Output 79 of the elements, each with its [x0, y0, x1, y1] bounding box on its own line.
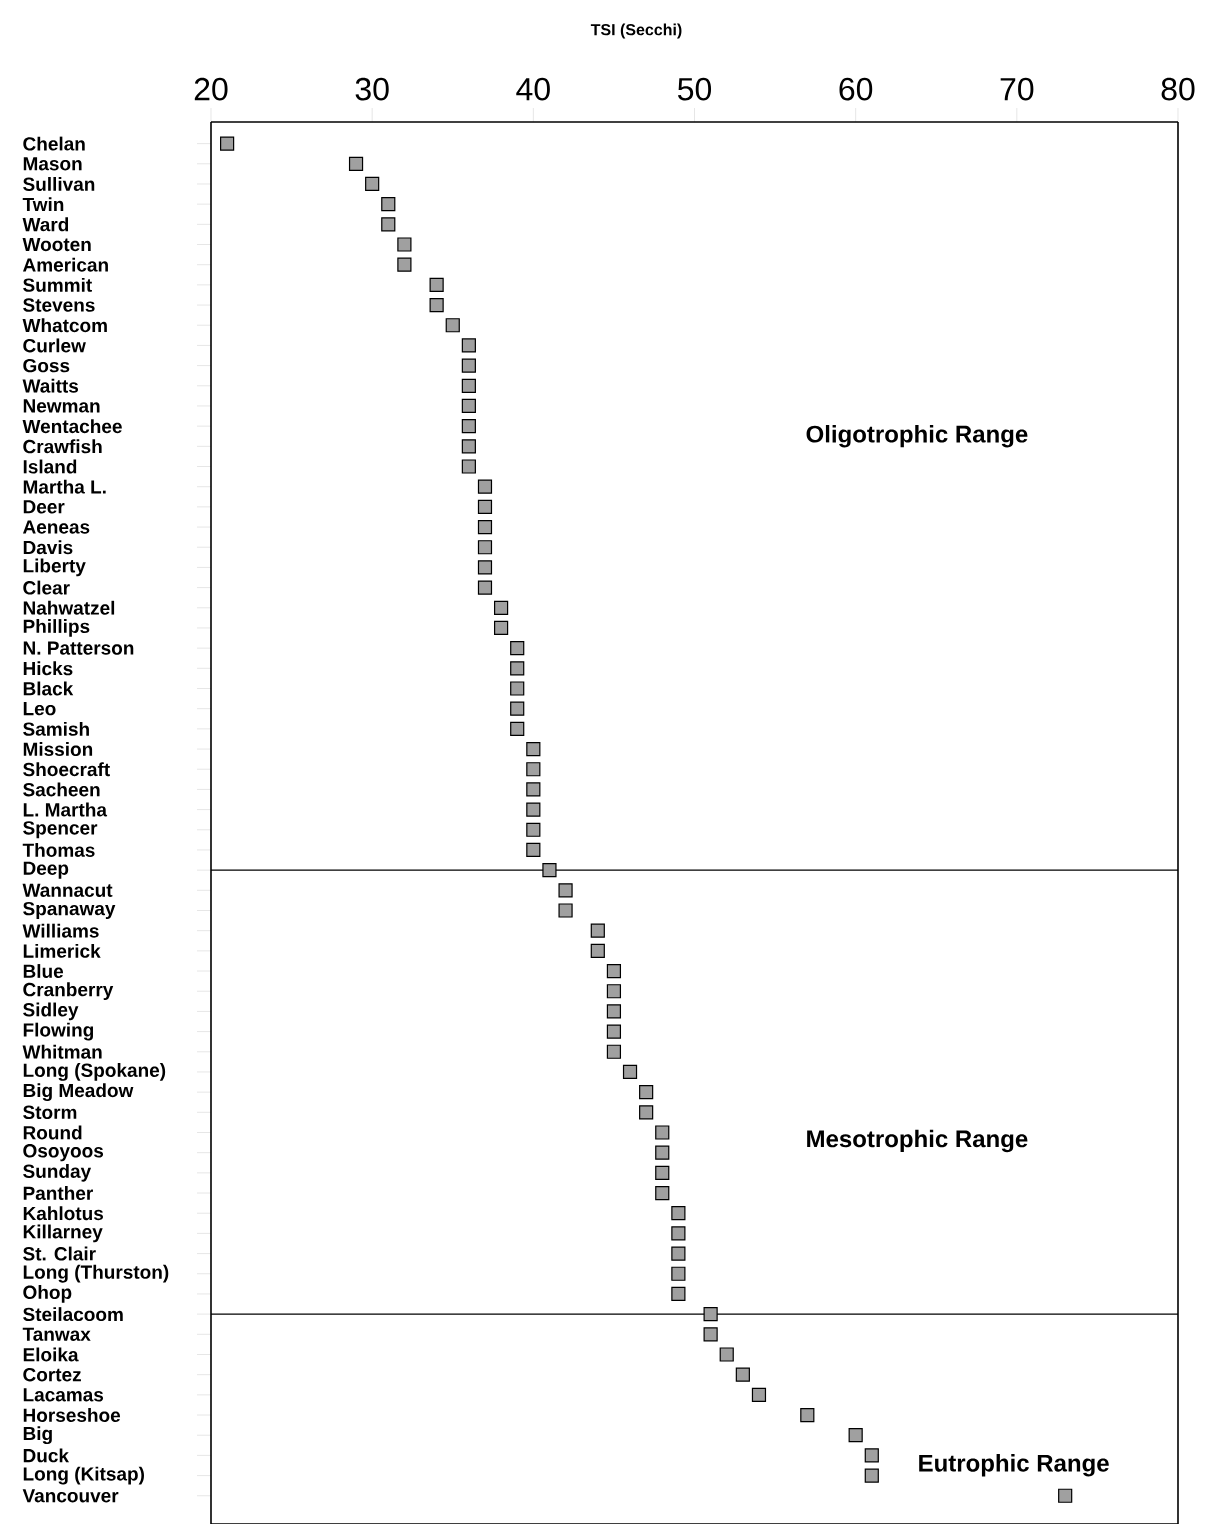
x-tick-label: 30 [355, 77, 389, 101]
y-tick-label: Deep [23, 861, 69, 879]
y-tick-label: Spanaway [23, 901, 116, 920]
y-tick-label: Hicks [23, 661, 73, 676]
y-tick-label: Cranberry [23, 982, 114, 1001]
y-tick-label: Long (Spokane) [23, 1063, 166, 1081]
y-tick-label: Whatcom [22, 318, 107, 333]
y-tick-label: Steilacoom [23, 1307, 123, 1322]
y-tick-label: Blue [23, 964, 64, 979]
y-tick-label: Big [23, 1426, 52, 1445]
y-tick-label: Wooten [22, 237, 91, 252]
y-tick-label: Big Meadow [23, 1083, 134, 1102]
y-tick-label: Duck [23, 1448, 70, 1463]
y-tick-label: Limerick [23, 943, 101, 958]
y-tick-label: Sidley [23, 1002, 79, 1021]
y-tick-label: Spencer [23, 821, 98, 839]
y-tick-label: Horseshoe [23, 1408, 121, 1423]
y-tick-label: L. Martha [23, 802, 108, 817]
y-tick-label: Cortez [23, 1367, 81, 1382]
y-tick-label: Newman [23, 399, 100, 413]
y-tick-label: Ward [22, 217, 69, 232]
y-tick-label: Summit [23, 277, 92, 292]
y-tick-label: Shoecraft [23, 762, 110, 777]
y-tick-label: Sacheen [23, 782, 100, 797]
x-tick-label: 40 [516, 77, 550, 101]
y-tick-label: Lacamas [23, 1388, 104, 1402]
y-tick-label: Martha L. [23, 479, 106, 494]
y-tick-label: Kahlotus [23, 1206, 104, 1221]
y-tick-label: Deer [23, 500, 65, 514]
y-tick-label: Crawfish [23, 439, 102, 454]
y-tick-label: St. Clair [23, 1246, 96, 1261]
y-tick-label: Phillips [23, 619, 90, 637]
y-tick-label: Mission [23, 742, 93, 757]
y-tick-label: Panther [23, 1186, 93, 1201]
y-tick-label: Goss [23, 358, 70, 373]
y-tick-label: Davis [23, 540, 73, 555]
y-tick-label: Vancouver [22, 1489, 119, 1503]
y-tick-label: Long (Thurston) [23, 1264, 169, 1283]
y-tick-label: Ohop [23, 1285, 72, 1303]
y-tick-label: Chelan [23, 136, 85, 151]
y-tick-label: Sunday [23, 1164, 92, 1182]
y-tick-label: Flowing [23, 1022, 94, 1041]
annotation: Mesotrophic Range [807, 1129, 1028, 1153]
y-tick-label: Twin [22, 197, 64, 212]
y-tick-label: N. Patterson [23, 641, 134, 655]
y-tick-label: Samish [23, 721, 89, 736]
y-tick-label: American [23, 257, 108, 272]
y-tick-label: Long (Kitsap) [23, 1466, 144, 1485]
y-tick-label: Mason [23, 157, 82, 171]
y-tick-label: Whitman [22, 1044, 102, 1059]
y-tick-label: Thomas [22, 842, 95, 857]
x-tick-label: 50 [677, 77, 712, 101]
y-tick-label: Tanwax [22, 1327, 91, 1341]
y-tick-label: Killarney [23, 1224, 103, 1243]
y-tick-label: Island [23, 459, 77, 474]
y-tick-label: Liberty [23, 558, 86, 577]
x-axis-title: TSI (Secchi) [590, 23, 682, 39]
y-tick-label: Aeneas [23, 520, 90, 534]
y-tick-label: Wannacut [22, 883, 113, 897]
x-tick-label: 20 [194, 77, 228, 101]
y-tick-label: Stevens [23, 298, 95, 312]
y-tick-label: Osoyoos [23, 1144, 104, 1162]
x-tick-label: 80 [1161, 77, 1195, 101]
y-tick-label: Sullivan [23, 176, 95, 191]
x-tick-label: 60 [839, 77, 873, 101]
y-tick-label: Clear [23, 580, 70, 595]
annotation: Oligotrophic Range [806, 424, 1028, 448]
y-tick-label: Leo [23, 702, 56, 716]
y-tick-label: Nahwatzel [23, 600, 115, 615]
y-tick-label: Round [23, 1125, 82, 1140]
x-tick-label: 70 [1000, 77, 1034, 101]
y-tick-label: Waitts [22, 378, 79, 393]
y-tick-label: Wentachee [22, 419, 122, 434]
y-tick-label: Black [23, 681, 74, 696]
y-tick-label: Eloika [23, 1347, 79, 1362]
y-tick-label: Storm [23, 1105, 77, 1120]
y-tick-label: Curlew [23, 338, 86, 353]
annotation: Eutrophic Range [919, 1454, 1109, 1477]
y-tick-label: Williams [22, 923, 99, 938]
